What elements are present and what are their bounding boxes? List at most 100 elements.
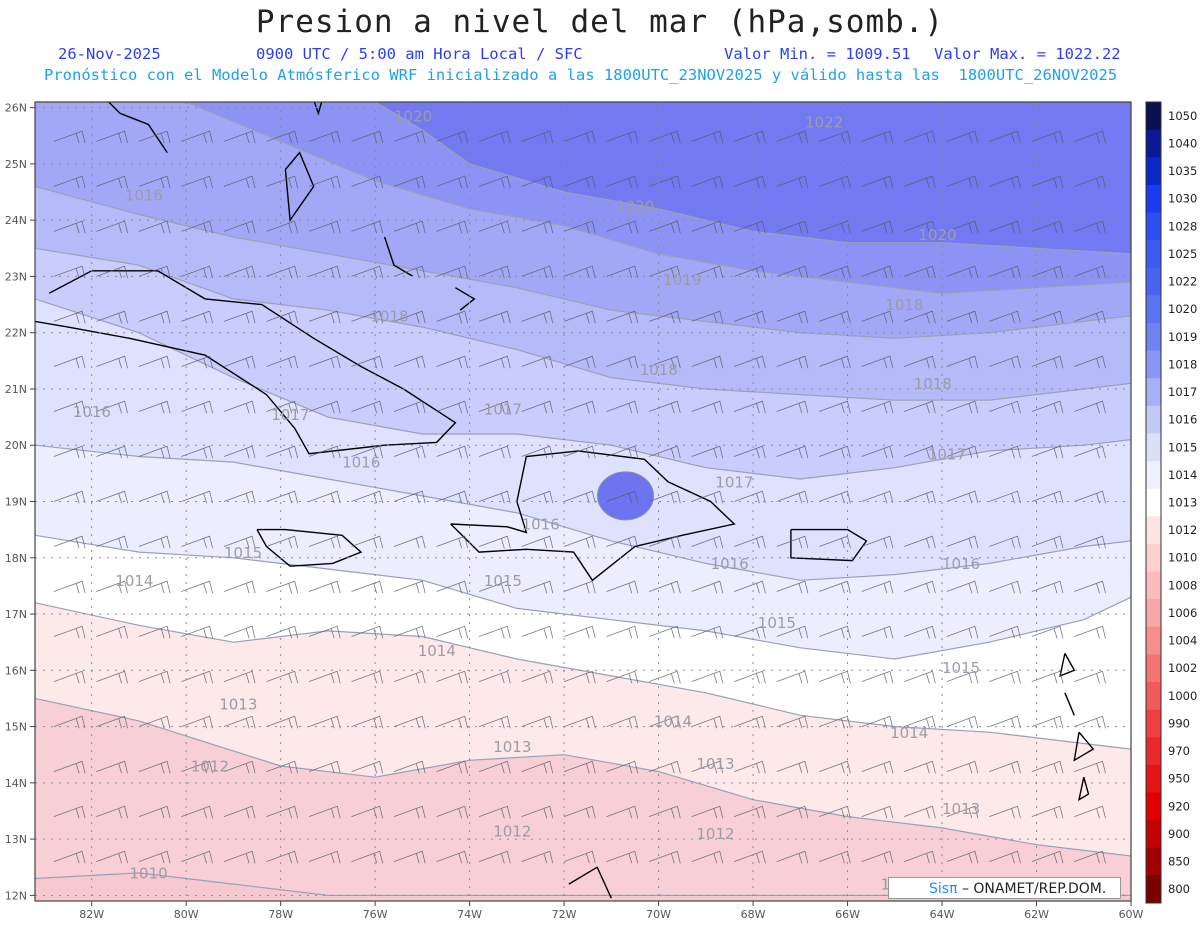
forecast-date: 26-Nov-2025 xyxy=(58,45,161,63)
wind-barb xyxy=(181,535,213,549)
wind-barb xyxy=(478,535,511,549)
wind-barb xyxy=(53,265,86,279)
colorbar-label: 1022 xyxy=(1168,275,1197,289)
wind-barb xyxy=(563,175,596,189)
wind-barb xyxy=(521,625,554,639)
wind-barb xyxy=(861,625,894,639)
wind-barb xyxy=(1031,760,1064,774)
wind-barb xyxy=(393,625,426,639)
lat-tick-label: 19N xyxy=(5,496,27,509)
wind-barb xyxy=(223,445,256,459)
wind-barb xyxy=(734,805,766,819)
wind-barb xyxy=(181,490,213,504)
colorbar-swatch xyxy=(1146,847,1161,876)
chart-title: Presion a nivel del mar (hPa,somb.) xyxy=(255,4,945,40)
colorbar-label: 1025 xyxy=(1168,247,1197,261)
wind-barb xyxy=(1074,175,1106,189)
wind-barb xyxy=(393,175,426,189)
wind-barb xyxy=(393,490,426,504)
lon-tick-label: 62W xyxy=(1024,908,1049,921)
wind-barb xyxy=(606,670,639,684)
wind-barb xyxy=(691,805,724,819)
wind-barb xyxy=(861,355,894,369)
wind-barb xyxy=(648,130,681,144)
wind-barb xyxy=(223,265,256,279)
coastline xyxy=(455,287,476,311)
wind-barb xyxy=(436,625,469,639)
isobar-label: 1010 xyxy=(130,865,168,883)
wind-barb xyxy=(351,625,384,639)
wind-barb xyxy=(734,490,766,504)
wind-barb xyxy=(138,670,171,684)
wind-barb xyxy=(734,580,766,594)
lon-tick-label: 68W xyxy=(741,908,766,921)
wind-barb xyxy=(308,220,341,234)
wind-barb xyxy=(606,490,639,504)
wind-barb xyxy=(181,805,213,819)
isobar-label: 1022 xyxy=(805,113,843,131)
wind-barb xyxy=(138,130,171,144)
wind-barb xyxy=(563,220,596,234)
colorbar-label: 970 xyxy=(1168,744,1190,758)
wind-barb xyxy=(223,175,256,189)
wind-barb xyxy=(521,355,554,369)
colorbar-swatch xyxy=(1146,323,1161,352)
wind-barb xyxy=(691,175,724,189)
wind-barb xyxy=(648,580,681,594)
wind-barb xyxy=(1031,265,1064,279)
colorbar-label: 1004 xyxy=(1168,634,1197,648)
wind-barb xyxy=(648,715,681,729)
wind-barb xyxy=(393,760,426,774)
wind-barb xyxy=(946,175,979,189)
wind-barb xyxy=(904,130,936,144)
colorbar-label: 1019 xyxy=(1168,330,1197,344)
max-value: Valor Max. = 1022.22 xyxy=(934,45,1121,63)
isobar-label: 1020 xyxy=(394,108,432,126)
wind-barb xyxy=(308,490,341,504)
wind-barb xyxy=(393,445,426,459)
wind-barb xyxy=(1031,310,1064,324)
wind-barb xyxy=(734,715,766,729)
wind-barb xyxy=(393,355,426,369)
wind-barb xyxy=(989,670,1021,684)
wind-barb xyxy=(904,715,936,729)
isobar-label: 1013 xyxy=(493,738,531,756)
wind-barb xyxy=(606,580,639,594)
isobar-label: 1019 xyxy=(663,271,701,289)
min-value: Valor Min. = 1009.51 xyxy=(724,45,911,63)
wind-barb xyxy=(436,760,469,774)
colorbar-swatch xyxy=(1146,709,1161,738)
wind-barb xyxy=(521,400,554,414)
wind-barb xyxy=(266,670,299,684)
wind-barb xyxy=(1031,130,1064,144)
wind-barb xyxy=(819,535,851,549)
colorbar-label: 850 xyxy=(1168,855,1190,869)
colorbar-swatch xyxy=(1146,433,1161,462)
wind-barb xyxy=(776,580,809,594)
wind-barb xyxy=(181,265,213,279)
wind-barb xyxy=(989,400,1021,414)
isobar-label: 1014 xyxy=(115,572,153,590)
wind-barb xyxy=(691,535,724,549)
colorbar-label: 1014 xyxy=(1168,468,1197,482)
wind-barb xyxy=(734,535,766,549)
wind-barb xyxy=(393,670,426,684)
wind-barb xyxy=(138,445,171,459)
wind-barb xyxy=(521,760,554,774)
wind-barb xyxy=(478,490,511,504)
wind-barb xyxy=(96,130,128,144)
wind-barb xyxy=(691,445,724,459)
wind-barb xyxy=(989,130,1021,144)
colorbar-label: 1012 xyxy=(1168,523,1197,537)
wind-barb xyxy=(436,310,469,324)
wind-barb xyxy=(776,805,809,819)
wind-barb xyxy=(436,130,469,144)
wind-barb xyxy=(1031,175,1064,189)
wind-barb xyxy=(181,220,213,234)
wind-barb xyxy=(351,850,384,864)
wind-barb xyxy=(1031,850,1064,864)
wind-barb xyxy=(1074,760,1106,774)
colorbar-label: 1016 xyxy=(1168,413,1197,427)
wind-barb xyxy=(648,805,681,819)
isobar-label: 1015 xyxy=(484,572,522,590)
